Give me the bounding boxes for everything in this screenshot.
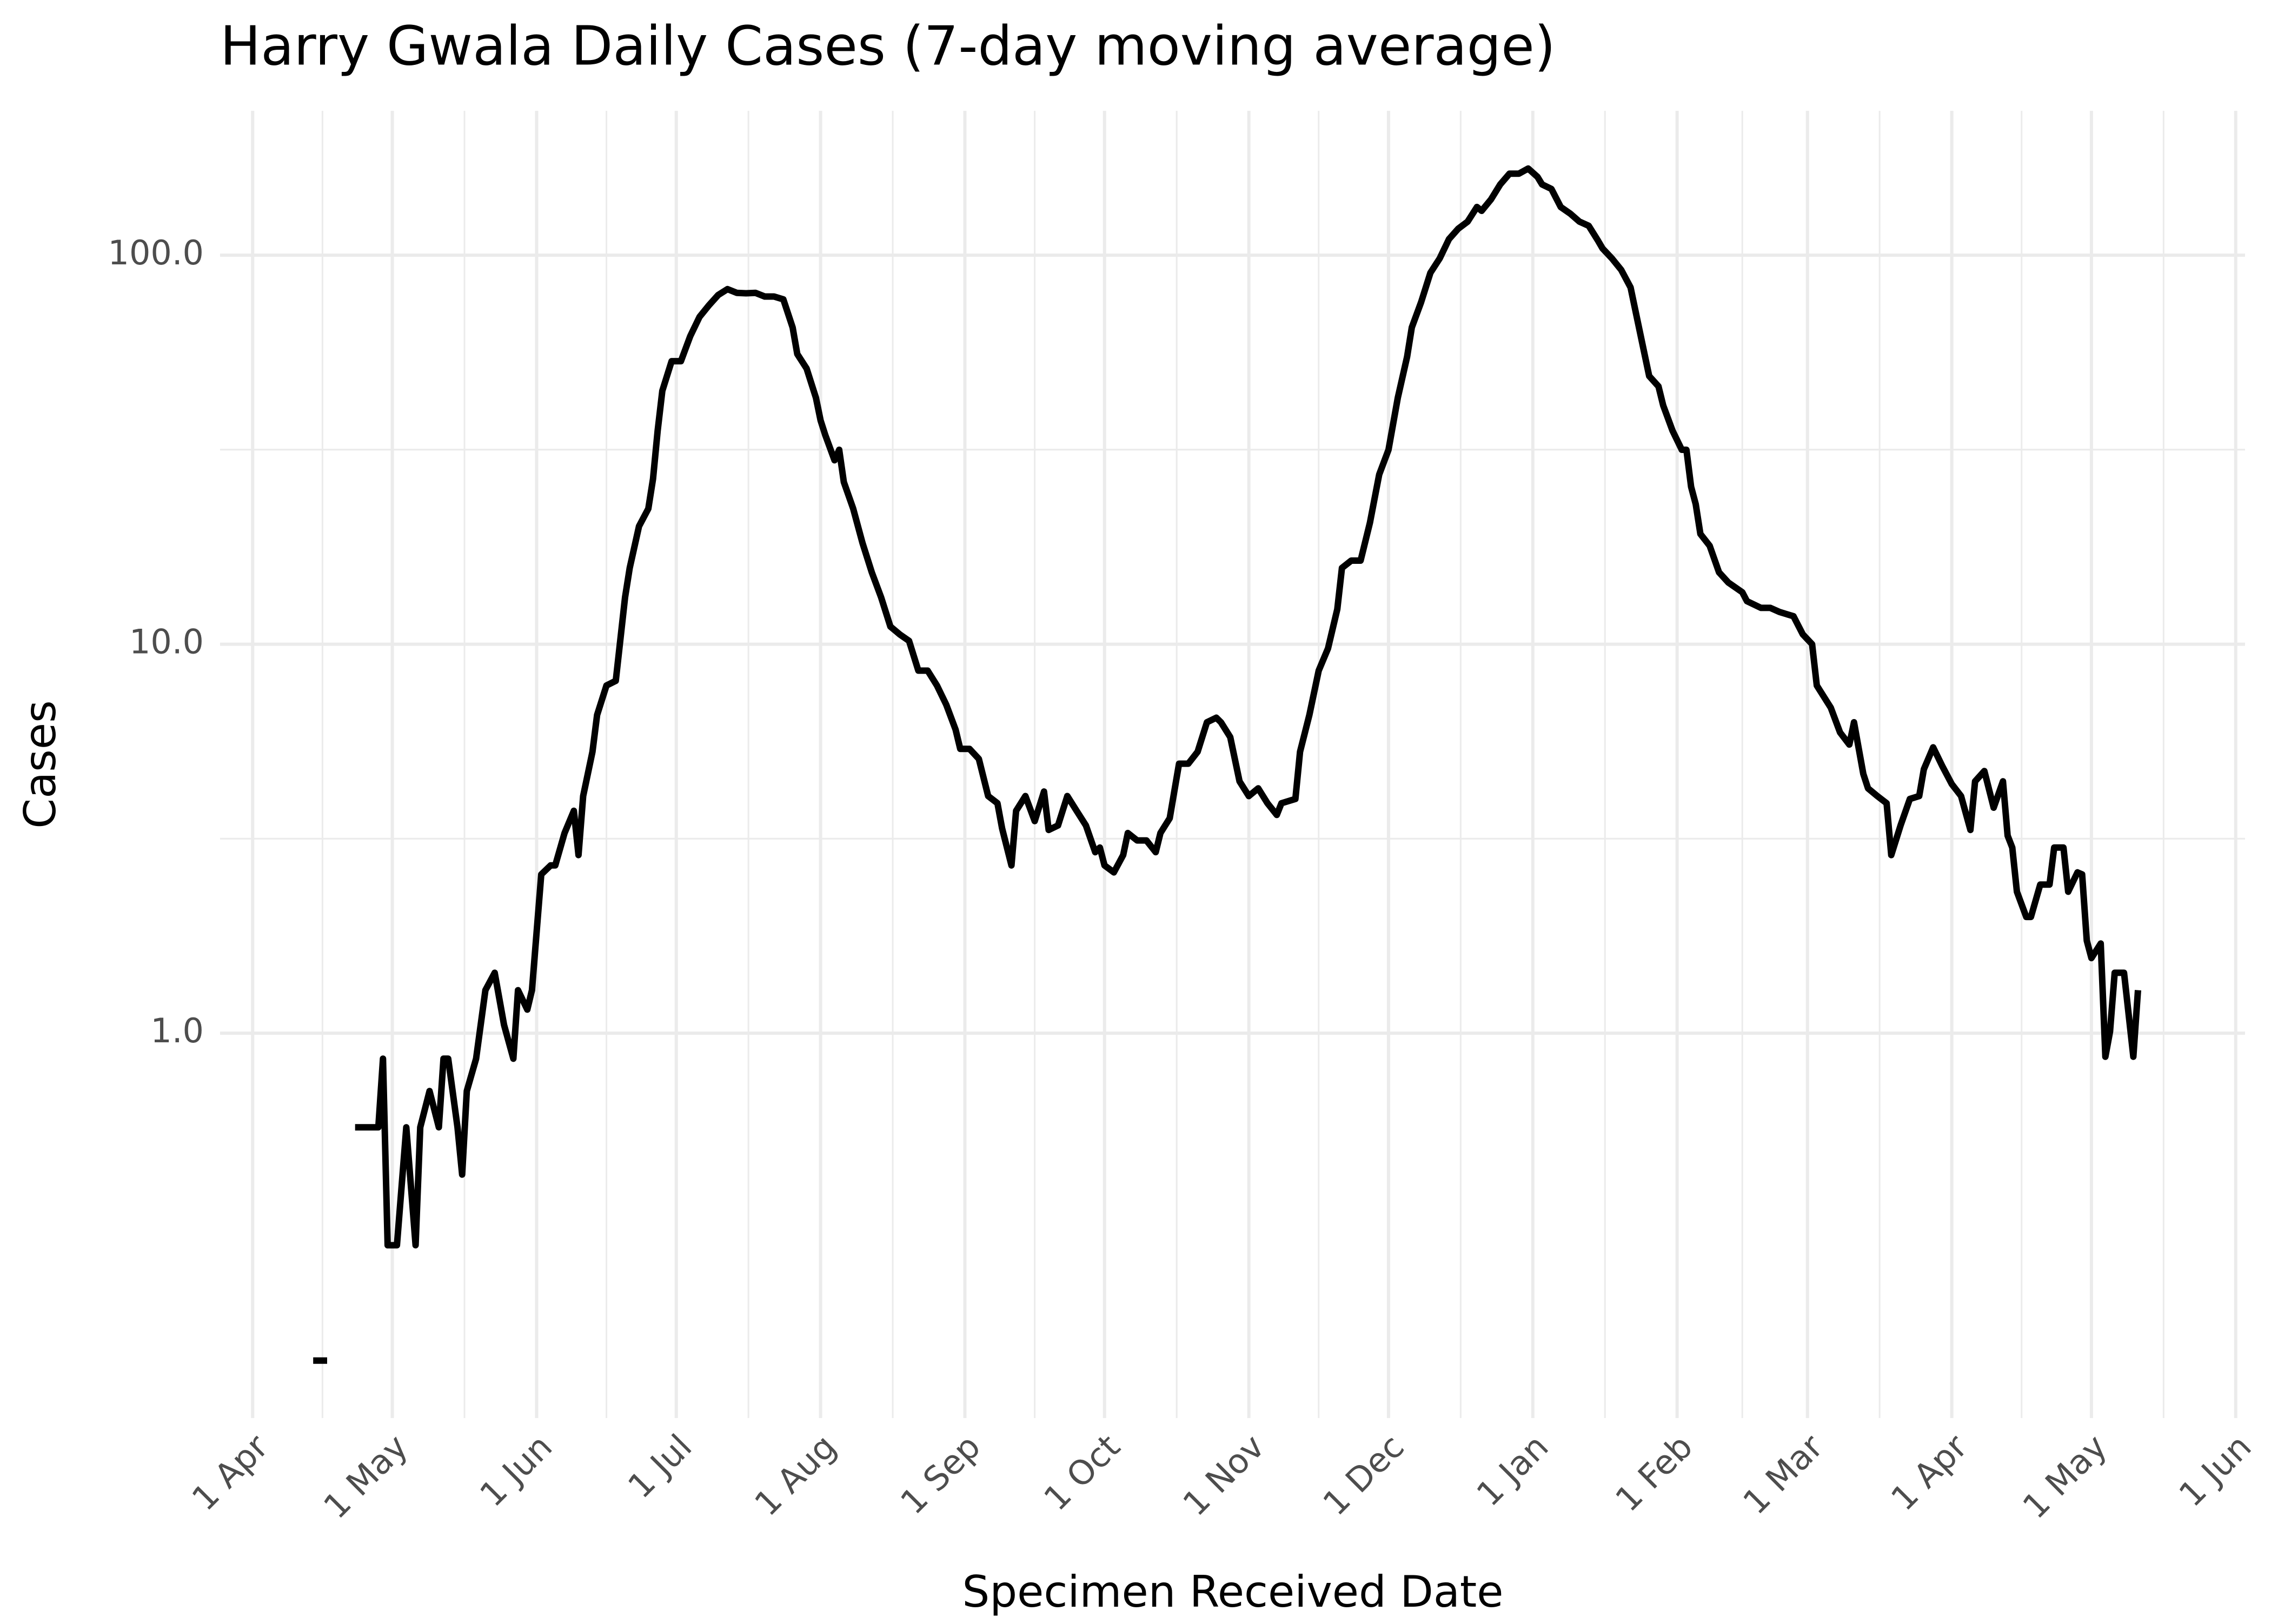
x-axis-title: Specimen Received Date [962,1567,1504,1617]
x-tick-label: 1 Sep [893,1427,988,1522]
x-tick-label: 1 Aug [747,1427,844,1523]
x-tick-label: 1 May [2015,1427,2114,1526]
x-tick-label: 1 Apr [184,1427,276,1519]
data-line [313,165,2141,1364]
y-tick-label: 1.0 [150,1011,204,1050]
x-tick-label: 1 Dec [1315,1427,1411,1523]
labels: 1.0 10.0 100.0 1 Apr 1 May 1 Jun 1 Jul 1 Aug 1 S… [108,233,2259,1526]
chart-title: Harry Gwala Daily Cases (7-day moving av… [220,14,1556,77]
x-tick-label: 1 Feb [1608,1427,1700,1519]
x-tick-label: 1 Jan [1469,1427,1556,1514]
y-axis-title: Cases [15,700,65,828]
x-tick-label: 1 Oct [1036,1427,1127,1518]
grid [220,111,2245,1418]
x-tick-label: 1 Jun [472,1427,560,1514]
x-tick-label: 1 Apr [1883,1427,1975,1519]
x-tick-label: 1 Jul [620,1427,699,1506]
plot-area [313,165,2141,1364]
x-tick-label: 1 May [316,1427,415,1526]
x-tick-label: 1 Jun [2172,1427,2259,1514]
y-tick-label: 10.0 [129,622,204,662]
y-tick-label: 100.0 [108,233,204,272]
x-tick-label: 1 Nov [1175,1427,1272,1523]
x-tick-label: 1 Mar [1735,1427,1831,1522]
